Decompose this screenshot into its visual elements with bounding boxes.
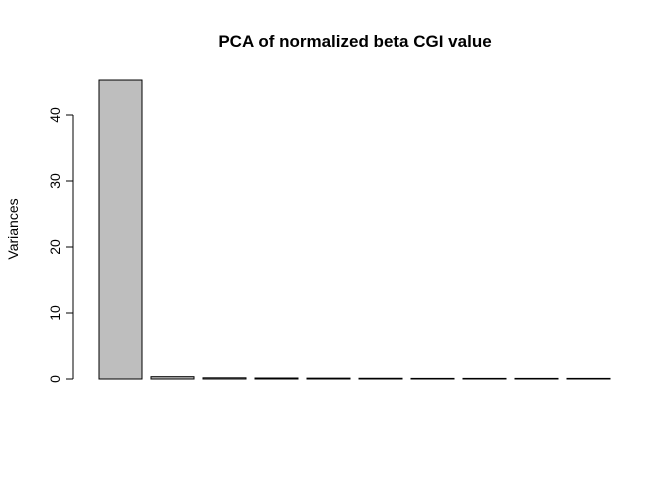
y-axis: 0 10 20 30 40 [47, 107, 74, 383]
bar-pc2 [150, 376, 195, 380]
bar-pc10 [566, 377, 611, 380]
chart-title: PCA of normalized beta CGI value [218, 32, 491, 51]
bar-pc5 [306, 377, 351, 380]
bars [98, 79, 611, 380]
y-tick-label: 30 [47, 173, 63, 189]
bar-pc7 [410, 377, 455, 380]
bar-pc9 [514, 377, 559, 380]
y-tick-label: 10 [47, 305, 63, 321]
bar-pc6 [358, 377, 403, 380]
bar-pc4 [254, 377, 299, 380]
bar-pc3 [202, 377, 247, 380]
bar-pc1 [98, 79, 143, 380]
y-tick-label: 40 [47, 107, 63, 123]
y-tick-label: 0 [47, 375, 63, 383]
y-axis-label: Variances [5, 198, 21, 259]
y-tick-label: 20 [47, 239, 63, 255]
bar-pc8 [462, 377, 507, 380]
